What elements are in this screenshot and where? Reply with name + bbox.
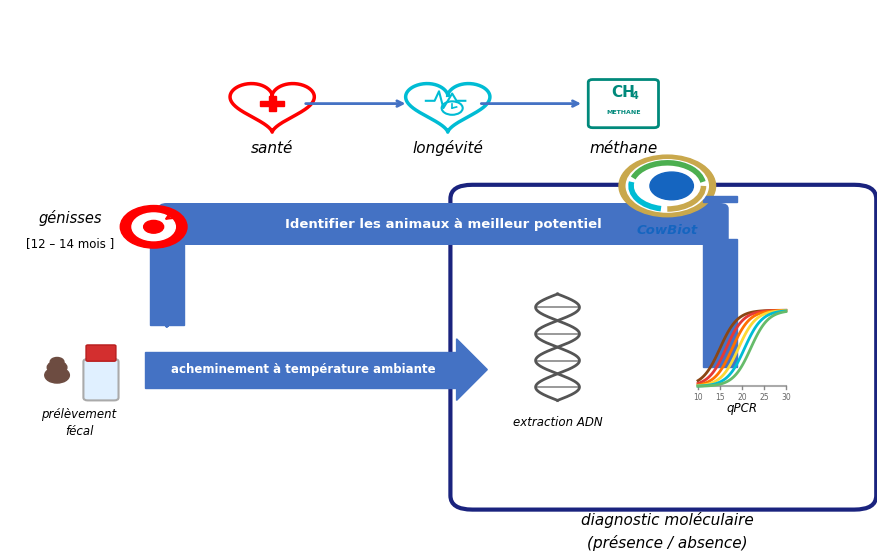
Bar xyxy=(145,352,456,388)
Text: [12 – 14 mois ]: [12 – 14 mois ] xyxy=(26,237,114,250)
FancyBboxPatch shape xyxy=(588,80,658,128)
Text: CowBiot: CowBiot xyxy=(636,224,697,237)
Text: CH: CH xyxy=(610,85,635,100)
Bar xyxy=(268,96,275,111)
FancyBboxPatch shape xyxy=(83,359,118,400)
Text: prélèvement
fécal: prélèvement fécal xyxy=(41,408,117,438)
Text: diagnostic moléculaire: diagnostic moléculaire xyxy=(581,512,752,528)
Polygon shape xyxy=(456,339,487,400)
Circle shape xyxy=(132,213,175,241)
Text: 20: 20 xyxy=(737,393,745,402)
Text: (présence / absence): (présence / absence) xyxy=(587,535,746,551)
Text: extraction ADN: extraction ADN xyxy=(512,416,602,430)
Text: qPCR: qPCR xyxy=(725,402,757,416)
Text: méthane: méthane xyxy=(588,141,657,156)
FancyBboxPatch shape xyxy=(450,185,875,510)
Circle shape xyxy=(45,367,69,383)
Circle shape xyxy=(50,357,64,366)
Text: génisses: génisses xyxy=(39,211,102,226)
Circle shape xyxy=(618,155,715,217)
Text: 15: 15 xyxy=(715,393,724,402)
Circle shape xyxy=(144,221,163,233)
Circle shape xyxy=(120,206,187,248)
Circle shape xyxy=(649,172,693,200)
Circle shape xyxy=(47,361,67,374)
Bar xyxy=(260,101,284,106)
Text: Identifier les animaux à meilleur potentiel: Identifier les animaux à meilleur potent… xyxy=(285,217,601,231)
Bar xyxy=(150,240,183,325)
Text: 30: 30 xyxy=(780,393,790,402)
Text: 25: 25 xyxy=(759,393,767,402)
Bar xyxy=(702,240,736,367)
FancyBboxPatch shape xyxy=(158,203,728,245)
Text: acheminement à température ambiante: acheminement à température ambiante xyxy=(170,363,435,376)
Text: 4: 4 xyxy=(631,91,638,101)
Text: longévité: longévité xyxy=(412,141,482,156)
Circle shape xyxy=(625,160,708,212)
Text: 10: 10 xyxy=(693,393,702,402)
Text: santé: santé xyxy=(251,141,293,156)
Text: METHANE: METHANE xyxy=(605,110,640,114)
Bar xyxy=(702,196,736,202)
FancyBboxPatch shape xyxy=(86,345,116,361)
